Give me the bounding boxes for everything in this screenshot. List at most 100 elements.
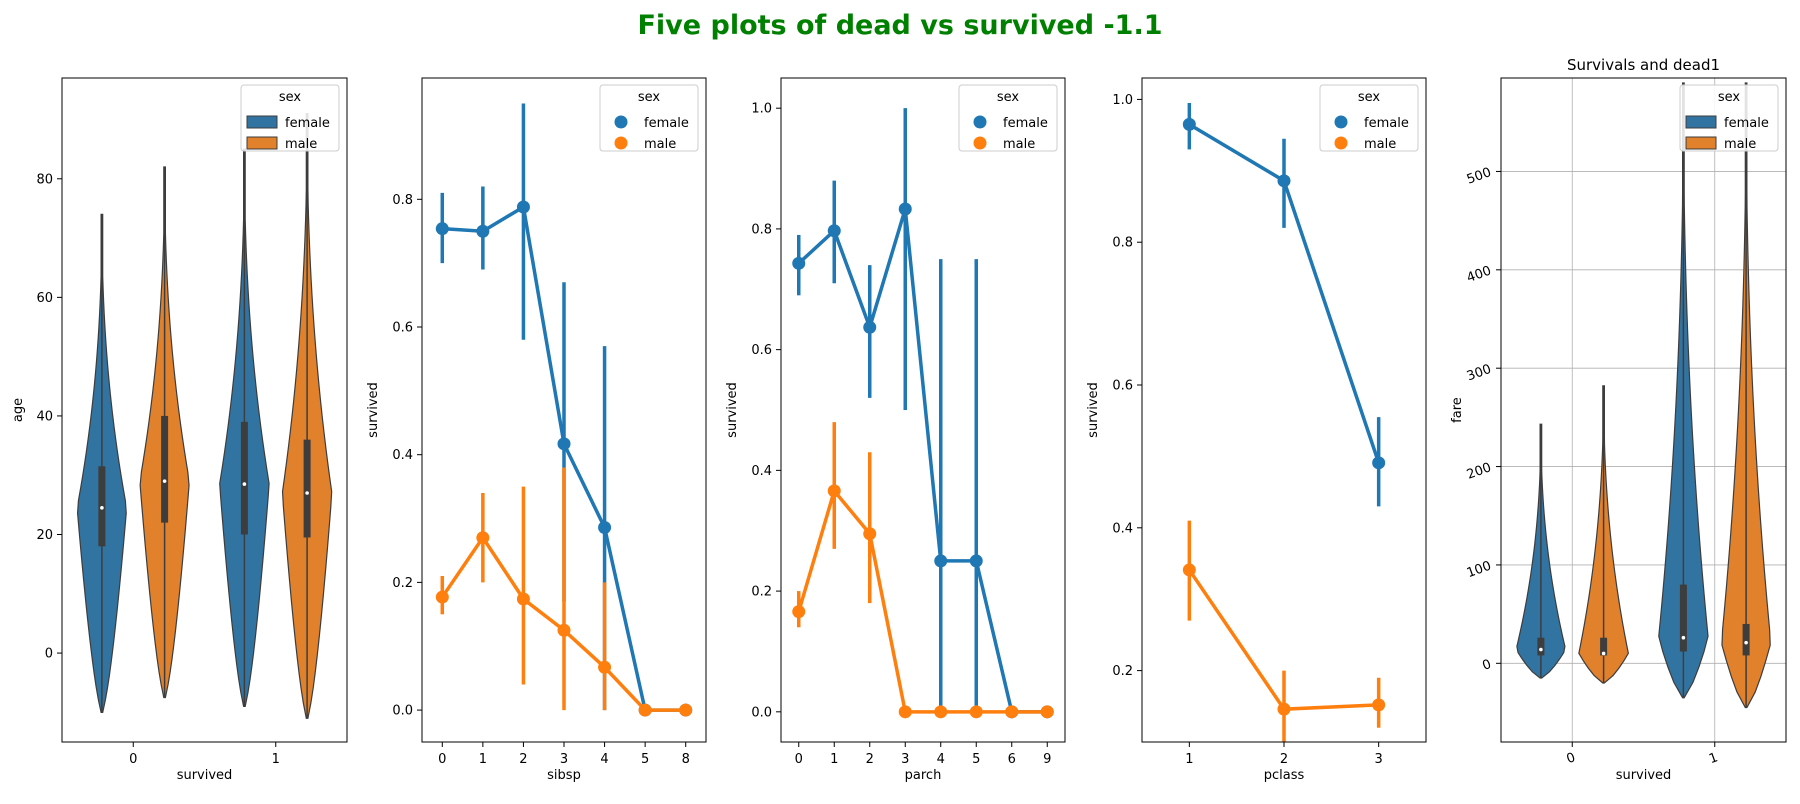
y-tick-label: 0.8: [392, 193, 413, 208]
x-tick-label: 2: [1280, 752, 1288, 767]
legend-frame: [958, 84, 1058, 152]
y-axis-label: survived: [366, 382, 381, 438]
legend-marker-male: [1334, 136, 1348, 150]
data-point-male: [792, 605, 806, 619]
axes-frame: [780, 77, 1066, 743]
y-tick-label: 0: [1480, 657, 1493, 674]
x-tick-label: 1: [1707, 750, 1720, 767]
legend: sex female male: [1679, 84, 1779, 152]
subplot-title: Survivals and dead1: [1567, 56, 1720, 74]
legend-title: sex: [638, 90, 661, 105]
y-tick-label: 0.6: [1112, 379, 1133, 394]
legend-title: sex: [279, 90, 302, 105]
y-tick-label: 0.2: [1112, 664, 1133, 679]
x-tick-label: 1: [1185, 752, 1193, 767]
legend-marker-female: [614, 115, 628, 129]
legend: sex female male: [1319, 84, 1419, 152]
x-tick-label: 2: [866, 752, 874, 767]
y-axis-label: survived: [1086, 382, 1101, 438]
violin-median: [1681, 635, 1686, 640]
data-point-male: [898, 705, 912, 719]
subplot-5: 0 100 200 300 400 500 0 1 survived fare Survivals …: [1450, 56, 1787, 783]
data-point-male: [476, 531, 490, 545]
y-tick-label: 0.8: [1112, 236, 1133, 251]
x-tick-label: 5: [972, 752, 980, 767]
data-point-male: [1005, 705, 1019, 719]
legend-label-female: female: [285, 116, 330, 131]
x-axis-label: pclass: [1264, 768, 1305, 783]
x-tick-label: 1: [479, 752, 487, 767]
data-point-male: [934, 705, 948, 719]
x-axis-label: survived: [1616, 768, 1672, 783]
violin-iqr-box: [161, 415, 169, 523]
y-tick-label: 500: [1465, 165, 1493, 188]
legend-label-male: male: [1724, 137, 1756, 152]
y-axis-label: survived: [725, 382, 740, 438]
legend-label-female: female: [644, 116, 689, 131]
data-point-male: [638, 703, 652, 717]
legend-swatch-male: [246, 136, 278, 150]
data-point-male: [679, 703, 693, 717]
data-point-female: [1277, 174, 1291, 188]
data-point-female: [1182, 117, 1196, 131]
y-tick-label: 300: [1465, 362, 1493, 385]
x-tick-label: 3: [1375, 752, 1383, 767]
violin-median: [162, 479, 167, 483]
data-point-female: [557, 437, 571, 451]
x-tick-label: 8: [682, 752, 690, 767]
data-point-female: [969, 554, 983, 568]
legend-marker-female: [973, 115, 987, 129]
legend-label-female: female: [1724, 116, 1769, 131]
data-point-female: [435, 222, 449, 236]
subplot-4: 0.2 0.4 0.6 0.8 1.0 1 2 3 pclass survived sex femal…: [1086, 77, 1427, 783]
y-tick-label: 1.0: [751, 102, 772, 117]
legend-frame: [599, 84, 699, 152]
x-tick-label: 0: [795, 752, 803, 767]
data-point-male: [435, 590, 449, 604]
violin-median: [1539, 647, 1543, 652]
data-point-male: [1277, 702, 1291, 716]
series-line-female: [797, 208, 1048, 714]
legend-label-male: male: [1364, 137, 1396, 152]
x-tick-label: 5: [641, 752, 649, 767]
legend-label-female: female: [1364, 116, 1409, 131]
figure-suptitle: Five plots of dead vs survived -1.1: [637, 10, 1163, 41]
data-point-female: [898, 202, 912, 216]
data-point-male: [557, 623, 571, 637]
y-tick-label: 40: [36, 409, 53, 424]
x-tick-label: 4: [937, 752, 945, 767]
subplot-3: 0.0 0.2 0.4 0.6 0.8 1.0 0 1 2 3 4 5 6 9 parch survived s…: [725, 77, 1066, 783]
subplot-2: 0.0 0.2 0.4 0.6 0.8 0 1 2 3 4 5 8 sibsp survived sex fe…: [366, 77, 707, 783]
y-tick-label: 0.8: [751, 222, 772, 237]
violin-median: [1601, 651, 1606, 656]
data-point-male: [1040, 705, 1054, 719]
violin-iqr-box: [1600, 637, 1608, 656]
y-tick-label: 0.2: [751, 585, 772, 600]
data-point-male: [598, 660, 612, 674]
y-tick-label: 0.2: [392, 576, 413, 591]
legend: sex female male: [958, 84, 1058, 152]
y-tick-label: 0.4: [392, 448, 413, 463]
legend-marker-male: [973, 136, 987, 150]
legend-title: sex: [997, 90, 1020, 105]
y-tick-label: 80: [36, 172, 53, 187]
data-point-male: [969, 705, 983, 719]
data-point-male: [863, 527, 877, 541]
violin-median: [100, 506, 104, 510]
violin-median: [1744, 640, 1748, 645]
data-point-female: [934, 554, 948, 568]
y-tick-label: 0.6: [392, 321, 413, 336]
data-point-male: [516, 592, 530, 606]
x-tick-label: 1: [830, 752, 838, 767]
data-point-female: [792, 256, 806, 270]
x-tick-label: 3: [560, 752, 568, 767]
x-axis-label: parch: [905, 768, 942, 783]
legend: sex female male: [599, 84, 699, 152]
axes-frame: [1500, 77, 1787, 743]
legend-title: sex: [1718, 90, 1741, 105]
data-point-male: [827, 484, 841, 498]
x-tick-label: 0: [438, 752, 446, 767]
x-tick-label: 0: [1565, 750, 1578, 767]
